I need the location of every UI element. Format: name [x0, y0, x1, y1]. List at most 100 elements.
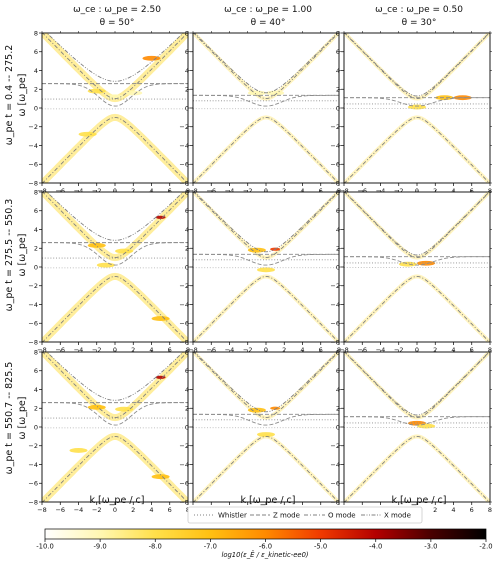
- y-tick-label: −2: [179, 123, 189, 131]
- y-tick-label: 6: [336, 48, 340, 56]
- colorbar-tick-label: -4.0: [369, 543, 382, 551]
- panel-plot-area: [344, 352, 490, 502]
- y-tick-label: 8: [34, 188, 38, 196]
- hotspot: [257, 432, 275, 437]
- panel-background: [344, 192, 490, 342]
- zmode-curve: [344, 416, 490, 426]
- omode-curve-lower: [193, 435, 339, 502]
- zmode-curve: [344, 256, 490, 266]
- colorbar-tick-label: -7.0: [204, 543, 217, 551]
- y-tick-label: −6: [330, 320, 340, 328]
- y-tick-label: 6: [185, 367, 189, 375]
- y-tick-label: 4: [185, 67, 189, 75]
- omode-curve-lower: [42, 275, 188, 342]
- omode-curve-lower: [42, 116, 188, 183]
- xmode-curve: [344, 192, 490, 256]
- panel-plot-area: [42, 33, 188, 183]
- panel-plot-area: [193, 192, 339, 342]
- x-tick-label: −6: [55, 506, 65, 514]
- omode-curve-lower: [344, 275, 490, 342]
- zmode-curve: [193, 413, 339, 426]
- panel-plot-area: [42, 192, 188, 342]
- y-tick-label: 6: [185, 207, 189, 215]
- omode-curve-lower: [42, 435, 188, 502]
- y-tick-label: 2: [185, 405, 189, 413]
- zmode-curve: [42, 83, 188, 107]
- omode-curve-upper: [42, 192, 188, 259]
- panel-r2-c2: −8 −6 −4 −2 0 2 4 6 8 −8 −6 −4 −2 0 2 4 6 8: [179, 188, 341, 354]
- y-tick-label: 4: [34, 386, 38, 394]
- y-tick-label: 4: [336, 226, 340, 234]
- row-label-3: ω_pe t = 550.7 -- 825.5: [4, 362, 15, 475]
- y-tick-label: −4: [28, 142, 38, 150]
- x-tick-label: 2: [433, 506, 437, 514]
- y-tick-label: −2: [330, 123, 340, 131]
- y-tick-label: 0: [34, 263, 38, 271]
- panel-plot-area: [193, 352, 339, 502]
- xmode-curve: [193, 33, 339, 94]
- y-tick-label: −8: [330, 338, 340, 346]
- omode-curve-upper: [193, 352, 339, 419]
- xmode-curve: [46, 192, 184, 241]
- y-tick-label: 8: [336, 348, 340, 356]
- hotspot: [247, 407, 266, 413]
- colorbar-gradient: [44, 528, 487, 540]
- x-tick-label: 6: [168, 506, 172, 514]
- y-tick-label: 4: [185, 386, 189, 394]
- x-tick-label: −8: [37, 506, 47, 514]
- y-tick-label: −4: [179, 301, 189, 309]
- legend-label-xmode: X mode: [384, 512, 411, 520]
- legend-label-whistler: Whistler: [218, 512, 247, 520]
- x-axis-label-col-1: k [ω_pe / c]: [90, 495, 145, 506]
- y-tick-label: 2: [336, 245, 340, 253]
- y-tick-label: 6: [34, 207, 38, 215]
- y-tick-label: −8: [179, 338, 189, 346]
- hotspot: [151, 316, 170, 321]
- zmode-curve: [193, 94, 339, 107]
- legend-label-zmode: Z mode: [273, 512, 300, 520]
- x-axis-label-col-2: k [ω_pe / c]: [241, 495, 296, 506]
- y-tick-label: −4: [330, 301, 340, 309]
- y-tick-label: 4: [336, 67, 340, 75]
- omode-curve-lower: [344, 116, 490, 183]
- x-tick-label: 6: [470, 506, 474, 514]
- y-tick-label: −8: [28, 498, 38, 506]
- panel-background: [344, 352, 490, 502]
- xmode-curve: [344, 33, 490, 97]
- colorbar-tick-label: -6.0: [259, 543, 272, 551]
- panel-r3-c2: −8 −6 −4 −2 0 2 4 6 8 −8 −6 −4 −2 0 2 4 6 8: [179, 348, 341, 514]
- y-tick-label: −2: [330, 442, 340, 450]
- y-tick-label: −4: [179, 461, 189, 469]
- y-tick-label: −4: [28, 461, 38, 469]
- x-axis-labels: k [ω_pe / c] k [ω_pe / c] k [ω_pe / c]: [90, 495, 447, 506]
- xmode-curve: [344, 352, 490, 416]
- omode-curve-lower: [193, 275, 339, 342]
- colorbar-tick-label: -5.0: [314, 543, 327, 551]
- y-tick-label: 2: [34, 405, 38, 413]
- column-title-1-line2: θ = 50°: [100, 18, 135, 28]
- y-tick-label: −6: [28, 161, 38, 169]
- panel-background: [193, 192, 339, 342]
- legend-label-omode: O mode: [328, 512, 356, 520]
- y-tick-label: 8: [336, 188, 340, 196]
- y-tick-label: 8: [336, 29, 340, 37]
- panel-background: [193, 352, 339, 502]
- y-axis-label-row-2: ω [ω_pe]: [17, 234, 28, 277]
- y-tick-label: −6: [28, 480, 38, 488]
- y-tick-label: −4: [330, 461, 340, 469]
- column-title-3-line2: θ = 30°: [402, 18, 437, 28]
- y-tick-label: 0: [336, 104, 340, 112]
- panel-background: [193, 33, 339, 183]
- y-tick-label: −6: [28, 320, 38, 328]
- xmode-curve: [46, 33, 184, 82]
- y-tick-label: −2: [28, 442, 38, 450]
- column-title-3-line1: ω_ce : ω_pe = 0.50: [375, 5, 463, 15]
- x-tick-label: 0: [113, 506, 117, 514]
- omode-curve-upper: [193, 33, 339, 100]
- panel-plot-area: [193, 33, 339, 183]
- y-tick-label: −8: [28, 179, 38, 187]
